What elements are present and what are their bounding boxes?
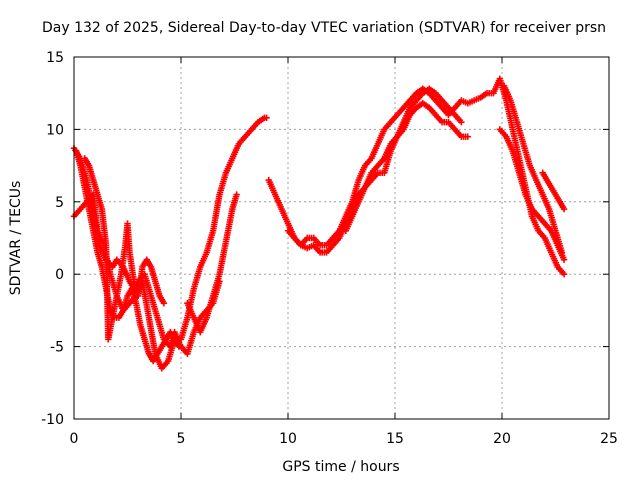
y-tick-label: 5: [55, 195, 64, 211]
data-point: [560, 256, 568, 263]
data-point: [175, 343, 183, 350]
y-tick-label: 15: [46, 50, 64, 66]
y-axis-title: SDTVAR / TECUs: [8, 181, 24, 296]
axis-ticks: 0 5 10 15 20 25 -10 -5 0 5 10 15: [41, 50, 618, 447]
data-point: [263, 114, 270, 122]
series-track-e: [184, 191, 240, 336]
series-track-f: [265, 75, 568, 278]
data-point: [558, 249, 566, 256]
data-point: [458, 118, 465, 126]
x-tick-label: 20: [493, 431, 511, 447]
y-tick-label: 0: [55, 267, 64, 283]
series-track-d: [81, 155, 168, 343]
y-tick-label: 10: [46, 122, 64, 138]
y-tick-label: -10: [41, 412, 64, 428]
x-tick-label: 10: [279, 431, 297, 447]
x-tick-label: 25: [600, 431, 618, 447]
data-point: [160, 299, 168, 307]
data-point: [233, 191, 240, 198]
y-tick-label: -5: [50, 340, 64, 356]
series-track-h: [342, 85, 465, 234]
series-track-g: [284, 100, 471, 256]
x-tick-label: 5: [177, 431, 186, 447]
data-point: [560, 205, 568, 213]
data-point: [464, 133, 471, 140]
x-axis-title: GPS time / hours: [282, 459, 399, 475]
x-tick-label: 15: [386, 431, 404, 447]
series-track-k: [539, 169, 568, 213]
data-series: [70, 75, 568, 372]
chart-title: Day 132 of 2025, Sidereal Day-to-day VTE…: [42, 20, 606, 36]
series-track-j: [500, 82, 566, 256]
plot-frame: [73, 56, 610, 420]
x-tick-label: 0: [70, 431, 79, 447]
data-point: [560, 271, 568, 278]
series-track-i: [496, 126, 568, 263]
